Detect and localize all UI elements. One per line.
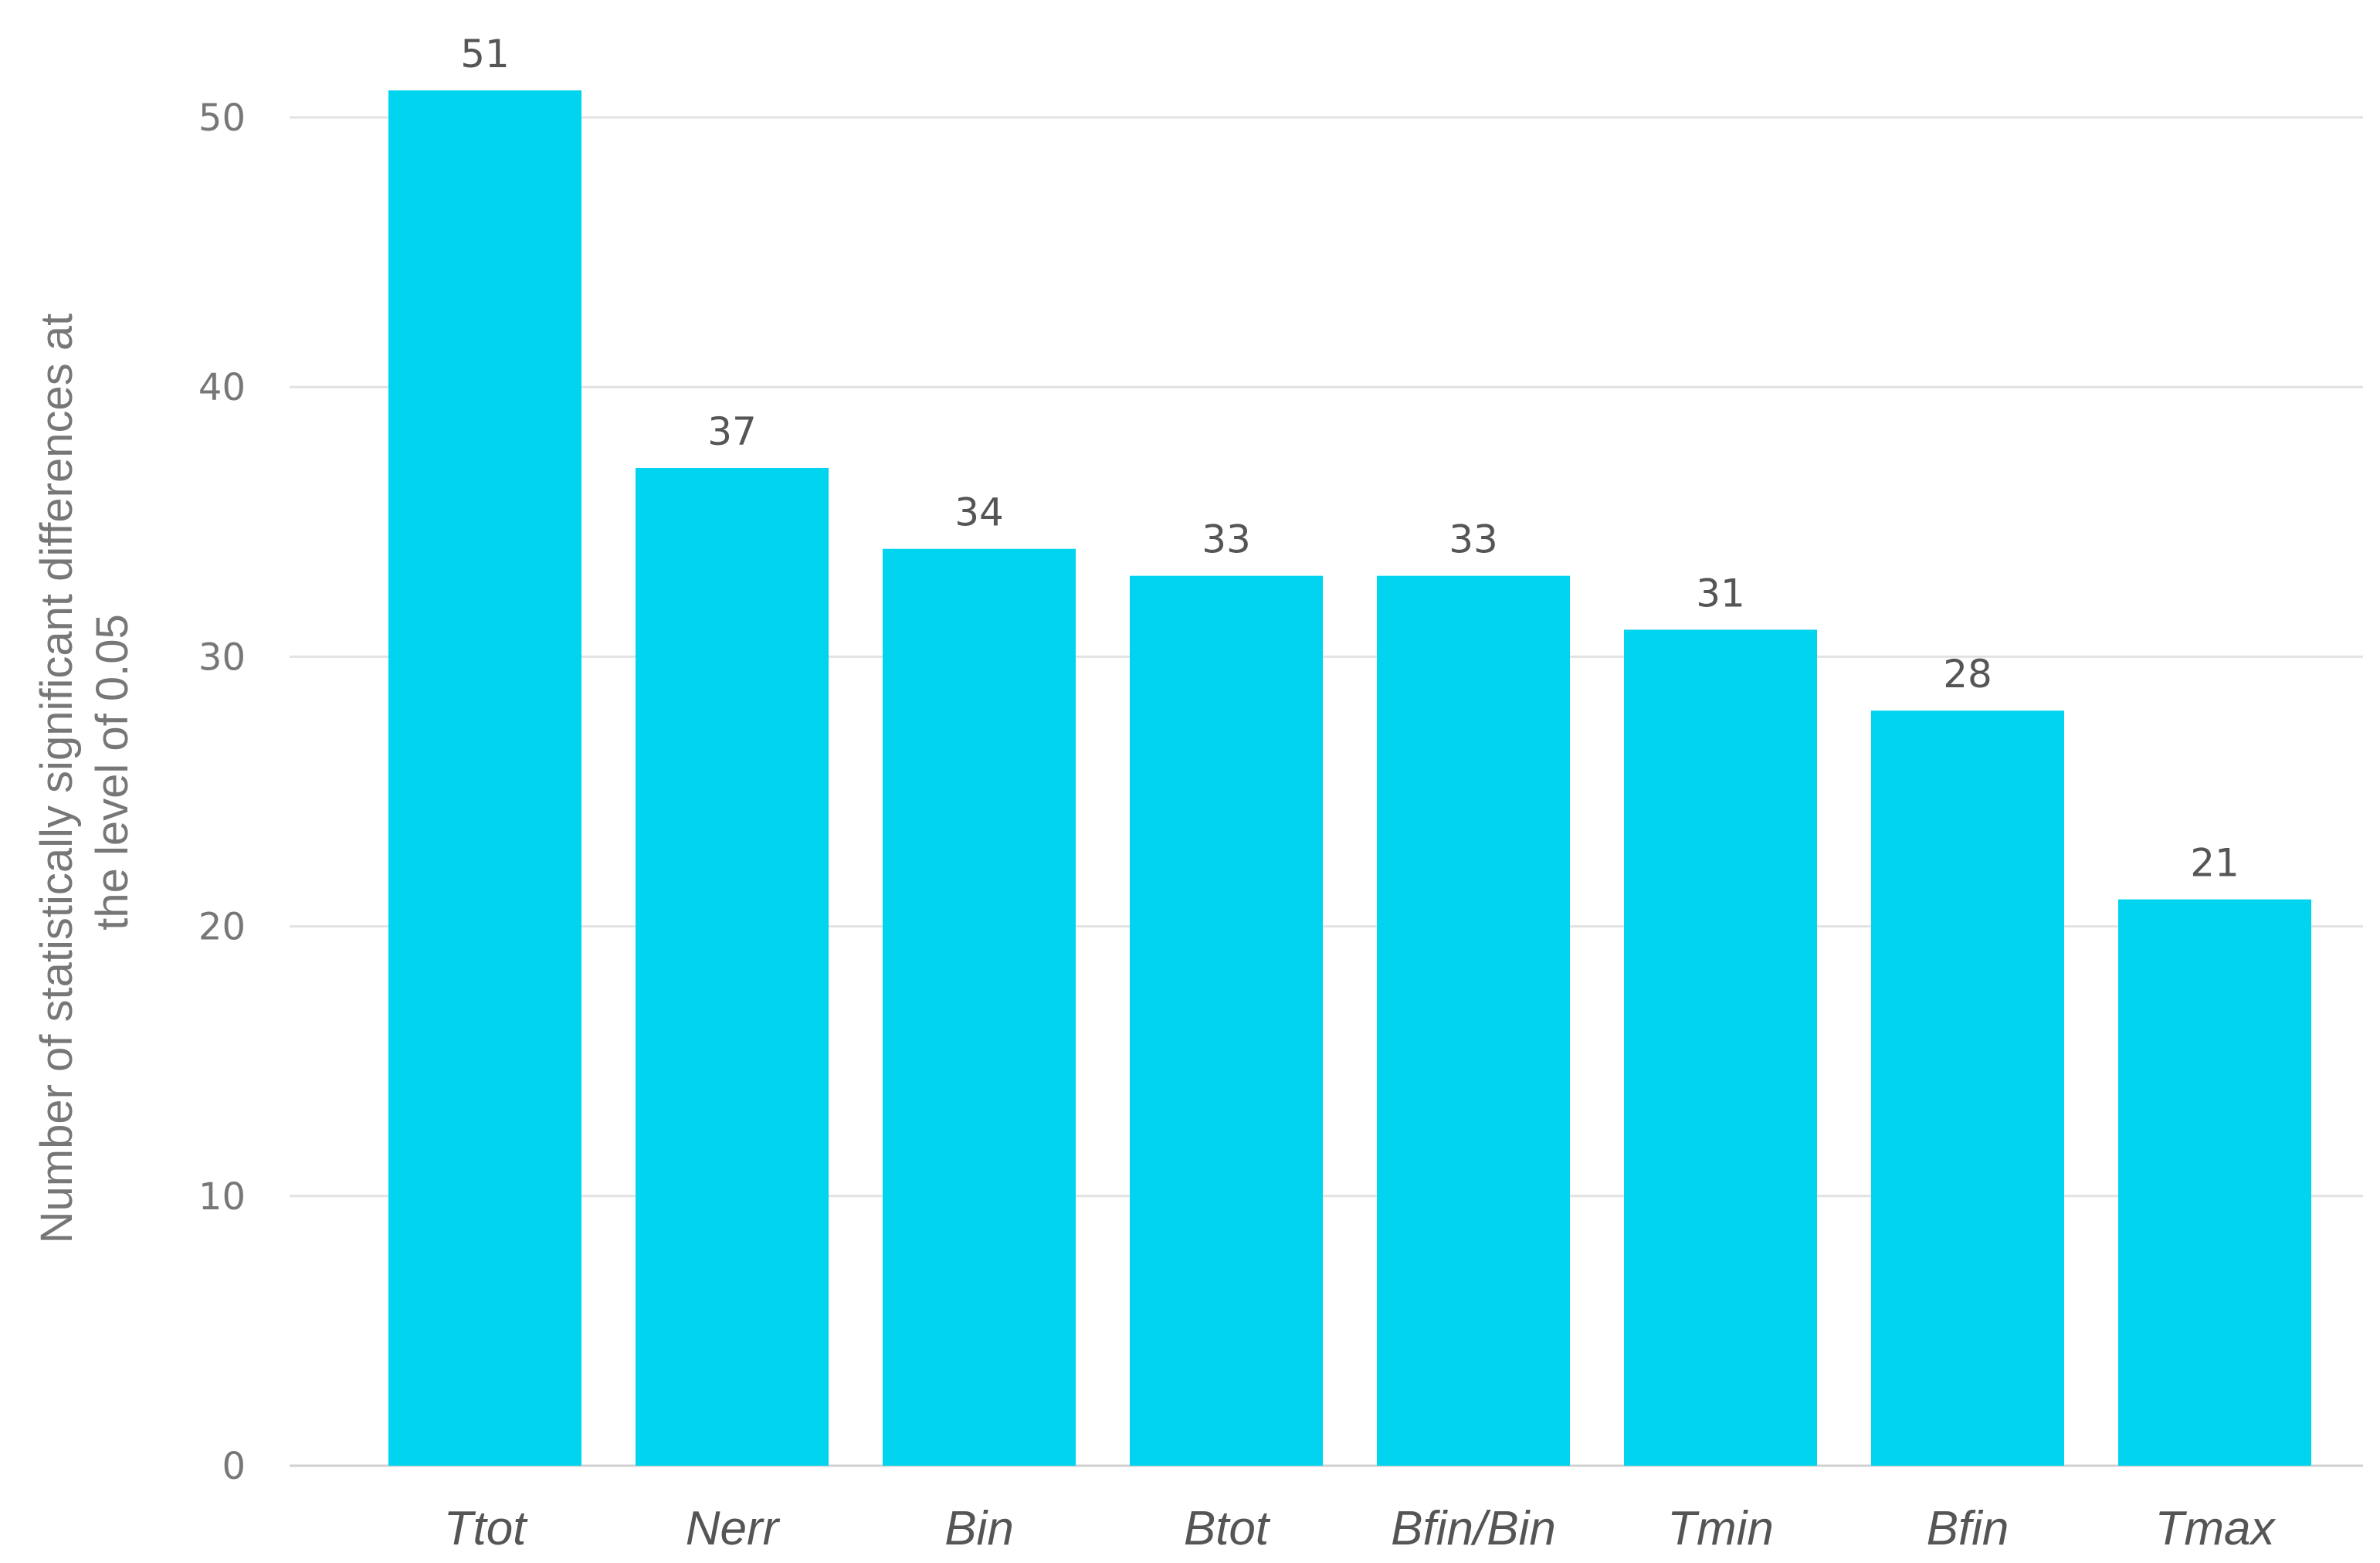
data-label: 37 (707, 409, 757, 454)
bar-tmin (1624, 629, 1817, 1466)
y-tick-label: 0 (222, 1445, 246, 1488)
bar-btot (1130, 575, 1323, 1466)
y-tick-label: 30 (198, 636, 246, 679)
bar-bfin-bin (1377, 575, 1570, 1466)
x-tick-label: Tmax (2155, 1502, 2277, 1555)
y-axis-ticks: 0 10 20 30 40 50 (198, 97, 246, 1488)
data-label: 33 (1202, 517, 1251, 562)
data-label: 34 (954, 490, 1004, 535)
x-tick-label: Bfin/Bin (1391, 1502, 1556, 1555)
x-tick-label: Tmin (1667, 1502, 1774, 1555)
bar-ttot (388, 90, 581, 1466)
y-tick-label: 40 (198, 366, 246, 409)
bar-bin (883, 548, 1076, 1466)
data-label: 33 (1449, 517, 1498, 562)
x-tick-label: Bin (944, 1502, 1014, 1555)
data-label: 21 (2190, 841, 2239, 886)
data-label: 28 (1943, 652, 1992, 697)
x-tick-label: Btot (1184, 1502, 1271, 1555)
y-axis-label-line-2: the level of 0.05 (87, 614, 137, 931)
x-tick-label: Nerr (686, 1502, 781, 1555)
data-label: 31 (1696, 571, 1745, 615)
bars (388, 90, 2311, 1466)
y-tick-label: 10 (198, 1175, 246, 1219)
y-tick-label: 20 (198, 906, 246, 949)
y-axis-label-line-1: Number of statistically significant diff… (32, 314, 82, 1244)
bar-tmax (2118, 899, 2311, 1466)
data-labels: 51 37 34 33 33 31 28 21 (460, 32, 2239, 886)
data-label: 51 (460, 32, 510, 76)
x-tick-label: Bfin (1927, 1502, 2009, 1555)
y-tick-label: 50 (198, 97, 246, 140)
x-tick-label: Ttot (444, 1502, 529, 1555)
x-axis-ticks: Ttot Nerr Bin Btot Bfin/Bin Tmin Bfin Tmax (444, 1502, 2277, 1555)
bar-bfin (1871, 710, 2064, 1466)
y-axis-label: Number of statistically significant diff… (32, 301, 137, 1244)
bar-nerr (636, 467, 829, 1466)
